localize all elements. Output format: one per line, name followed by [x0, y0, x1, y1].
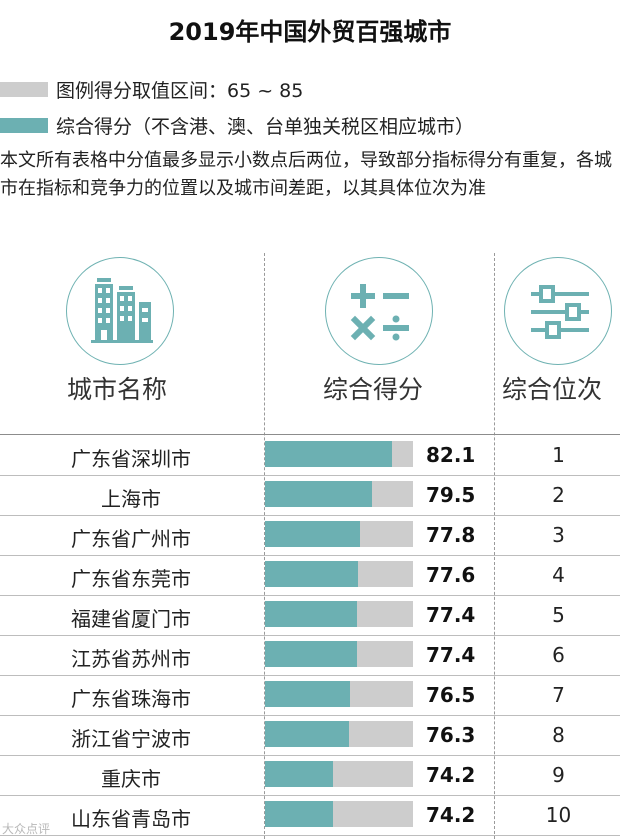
column-divider: [494, 253, 495, 839]
city-name: 上海市: [101, 487, 161, 511]
legend-swatch-score: [0, 117, 48, 133]
legend-label-range: 图例得分取值区间：65 ~ 85: [56, 79, 304, 102]
city-name: 广东省广州市: [71, 527, 191, 551]
score-value-label: 82.1: [426, 443, 476, 467]
legend-item-score: 综合得分（不含港、澳、台单独关税区相应城市）: [0, 113, 475, 138]
table-row: 上海市 79.5 2: [0, 475, 620, 516]
column-header-score: 综合得分: [323, 375, 424, 404]
watermark: 大众点评: [2, 822, 51, 836]
column-header-city: 城市名称: [67, 375, 168, 404]
legend-item-range: 图例得分取值区间：65 ~ 85: [0, 77, 304, 102]
score-bar: [265, 641, 357, 667]
score-bar: [265, 481, 373, 507]
table-row: 广东省广州市 77.8 3: [0, 515, 620, 556]
table-row: 江苏省苏州市 77.4 6: [0, 635, 620, 676]
header-divider: [0, 434, 620, 435]
math-symbols-icon: [325, 257, 433, 365]
rank-value: 4: [552, 563, 565, 587]
score-bar: [265, 761, 334, 787]
score-value-label: 79.5: [426, 483, 476, 507]
table-row: 重庆市 74.2 9: [0, 755, 620, 796]
score-value-label: 77.4: [426, 603, 476, 627]
column-header-rank: 综合位次: [502, 375, 603, 404]
city-name: 山东省青岛市: [71, 807, 191, 831]
column-divider: [264, 253, 265, 839]
rank-value: 9: [552, 763, 565, 787]
score-value-label: 74.2: [426, 763, 476, 787]
score-bar: [265, 601, 357, 627]
score-bar: [265, 681, 351, 707]
table-row: 广东省东莞市 77.6 4: [0, 555, 620, 596]
rank-value: 6: [552, 643, 565, 667]
score-value-label: 77.4: [426, 643, 476, 667]
page-title: 2019年中国外贸百强城市: [168, 18, 452, 46]
score-value-label: 77.6: [426, 563, 476, 587]
table-row: 山东省青岛市 74.2 10: [0, 795, 620, 836]
rank-value: 1: [552, 443, 565, 467]
rank-value: 7: [552, 683, 565, 707]
score-bar: [265, 441, 392, 467]
table-row: 广东省珠海市 76.5 7: [0, 675, 620, 716]
rank-value: 5: [552, 603, 565, 627]
score-bar: [265, 721, 349, 747]
city-name: 广东省东莞市: [71, 567, 191, 591]
rank-value: 8: [552, 723, 565, 747]
legend-label-score: 综合得分（不含港、澳、台单独关税区相应城市）: [56, 115, 475, 138]
score-value-label: 74.2: [426, 803, 476, 827]
score-bar: [265, 521, 360, 547]
table-row: 广东省深圳市 82.1 1: [0, 435, 620, 476]
city-name: 广东省珠海市: [71, 687, 191, 711]
score-value-label: 77.8: [426, 523, 476, 547]
score-value-label: 76.5: [426, 683, 476, 707]
city-name: 重庆市: [101, 767, 161, 791]
city-name: 江苏省苏州市: [71, 647, 191, 671]
score-bar: [265, 561, 359, 587]
score-bar: [265, 801, 334, 827]
table-row: 浙江省宁波市 76.3 8: [0, 715, 620, 756]
sliders-icon: [504, 257, 612, 365]
city-name: 福建省厦门市: [71, 607, 191, 631]
city-name: 广东省深圳市: [71, 447, 191, 471]
legend-swatch-range: [0, 81, 48, 97]
rank-value: 2: [552, 483, 565, 507]
building-icon: [66, 257, 174, 365]
footnote-text: 本文所有表格中分值最多显示小数点后两位，导致部分指标得分有重复，各城市在指标和竞…: [0, 150, 612, 199]
city-name: 浙江省宁波市: [71, 727, 191, 751]
rank-value: 3: [552, 523, 565, 547]
rank-value: 10: [545, 803, 572, 827]
score-value-label: 76.3: [426, 723, 476, 747]
table-row: 福建省厦门市 77.4 5: [0, 595, 620, 636]
